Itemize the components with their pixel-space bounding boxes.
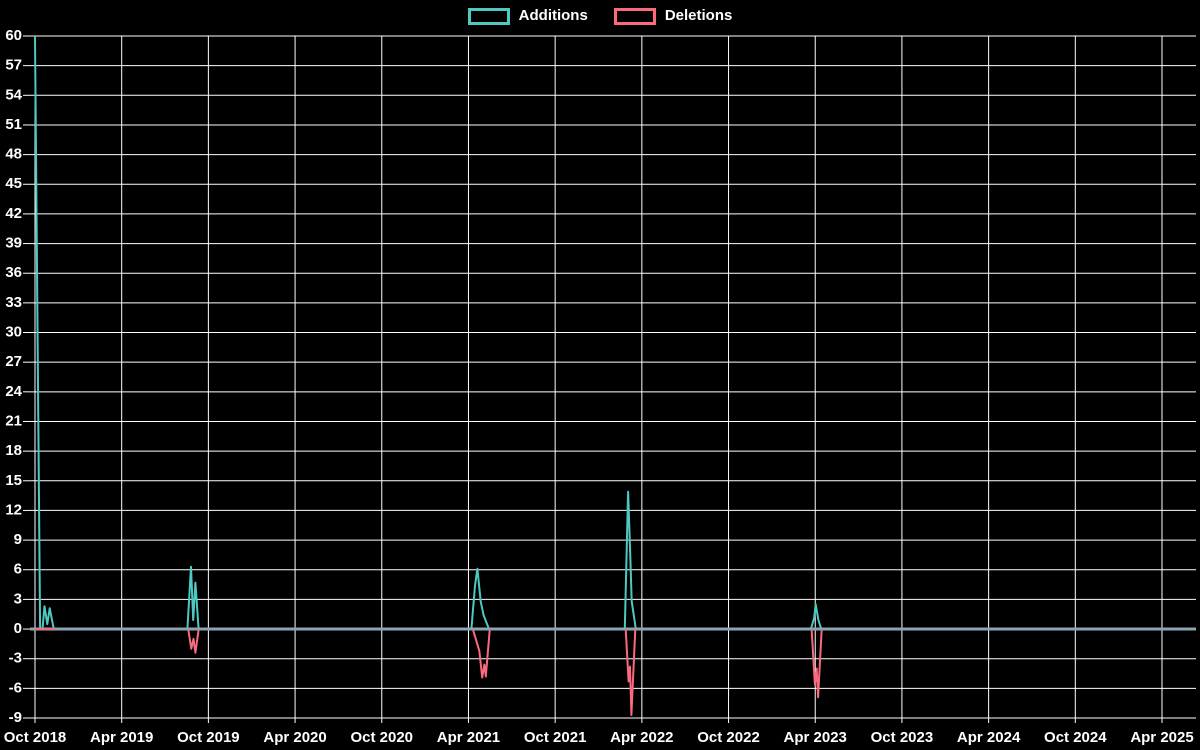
x-tick-label: Oct 2018 [4, 729, 67, 746]
x-tick-label: Oct 2023 [871, 729, 934, 746]
y-tick-label: 54 [5, 86, 22, 103]
y-tick-label: 3 [14, 590, 22, 607]
y-tick-label: 57 [5, 57, 22, 74]
series-deletions-line [187, 628, 200, 654]
y-tick-label: 6 [14, 561, 22, 578]
x-tick-label: Apr 2022 [610, 729, 673, 746]
y-tick-label: 12 [5, 501, 22, 518]
y-tick-label: 45 [5, 175, 22, 192]
y-tick-label: -6 [9, 679, 22, 696]
y-tick-label: 36 [5, 264, 22, 281]
y-tick-label: 42 [5, 205, 22, 222]
x-tick-label: Apr 2024 [957, 729, 1021, 746]
y-tick-label: 15 [5, 472, 22, 489]
series-deletions-line [624, 628, 637, 716]
series-additions-line [470, 567, 490, 630]
y-tick-label: 27 [5, 353, 22, 370]
y-tick-label: 51 [5, 116, 22, 133]
series-additions-line [186, 565, 200, 630]
y-tick-label: -3 [9, 650, 22, 667]
x-tick-label: Apr 2021 [437, 729, 500, 746]
y-tick-label: 21 [5, 412, 22, 429]
x-tick-label: Oct 2024 [1044, 729, 1107, 746]
y-tick-label: -9 [9, 709, 22, 726]
series-additions-line [623, 490, 637, 630]
series-deletions-line [471, 628, 491, 679]
y-tick-label: 18 [5, 442, 22, 459]
y-tick-label: 60 [5, 27, 22, 44]
x-tick-label: Oct 2019 [177, 729, 240, 746]
series-additions-line [809, 603, 823, 630]
y-tick-label: 24 [5, 383, 22, 400]
x-tick-label: Oct 2022 [697, 729, 760, 746]
y-tick-label: 48 [5, 146, 22, 163]
y-tick-label: 30 [5, 323, 22, 340]
x-tick-label: Apr 2025 [1130, 729, 1193, 746]
y-tick-label: 39 [5, 235, 22, 252]
y-tick-label: 33 [5, 294, 22, 311]
x-tick-label: Apr 2023 [784, 729, 847, 746]
x-tick-label: Oct 2020 [350, 729, 413, 746]
series-deletions-line [810, 628, 823, 699]
y-tick-label: 9 [14, 531, 22, 548]
x-tick-label: Apr 2019 [90, 729, 153, 746]
x-tick-label: Oct 2021 [524, 729, 587, 746]
x-tick-label: Apr 2020 [263, 729, 326, 746]
y-tick-label: 0 [14, 620, 22, 637]
